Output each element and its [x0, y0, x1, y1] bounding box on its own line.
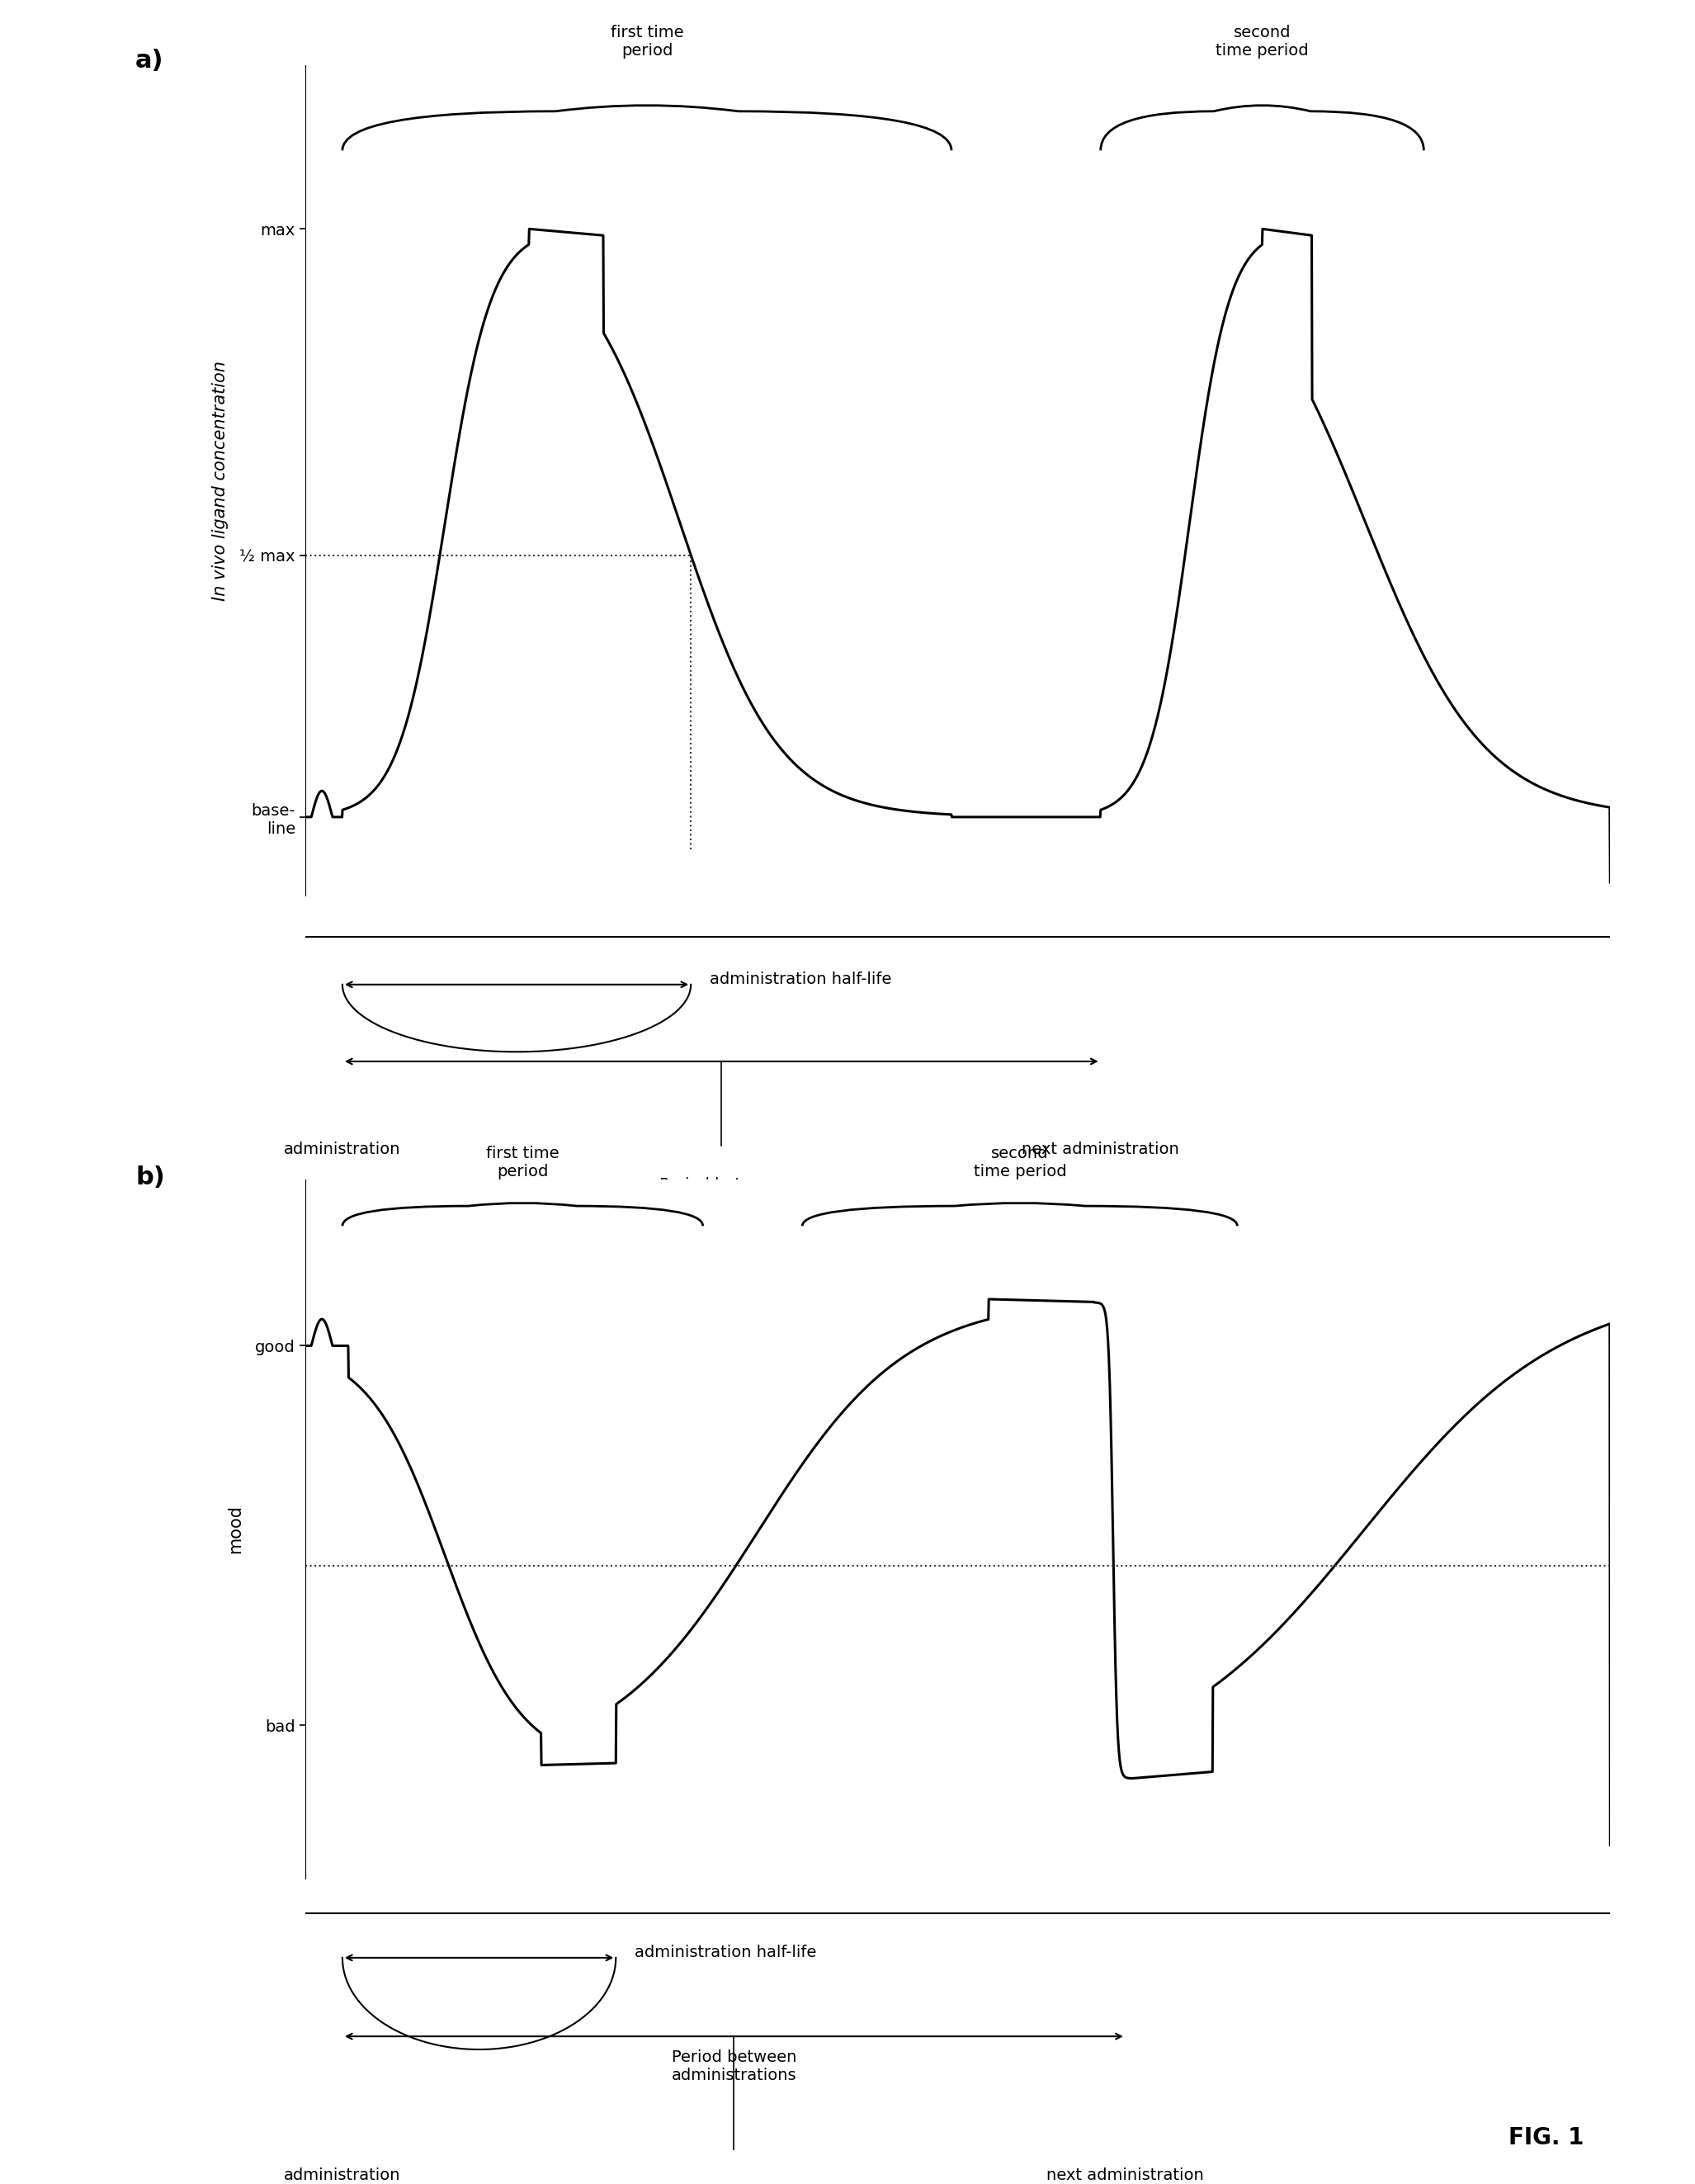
Text: FIG. 1: FIG. 1: [1509, 2125, 1585, 2149]
Text: second
time period: second time period: [973, 1147, 1066, 1179]
Text: first time
period: first time period: [610, 26, 683, 59]
Text: b): b): [136, 1166, 164, 1190]
Y-axis label: mood: mood: [227, 1505, 244, 1553]
Text: Period between
administrations: Period between administrations: [659, 1177, 785, 1210]
Text: administration half-life: administration half-life: [710, 972, 892, 987]
Text: Period between
administrations: Period between administrations: [671, 2051, 797, 2084]
Text: administration: administration: [285, 2167, 400, 2184]
Text: second
time period: second time period: [1215, 26, 1309, 59]
Text: next administration: next administration: [1022, 1142, 1180, 1158]
Text: next administration: next administration: [1048, 2167, 1203, 2184]
Text: administration: administration: [285, 1142, 400, 1158]
Text: time: time: [939, 1265, 976, 1282]
Y-axis label: In vivo ligand concentration: In vivo ligand concentration: [212, 360, 229, 601]
Text: a): a): [136, 48, 164, 72]
Text: first time
period: first time period: [486, 1147, 559, 1179]
Text: administration half-life: administration half-life: [634, 1944, 817, 1961]
